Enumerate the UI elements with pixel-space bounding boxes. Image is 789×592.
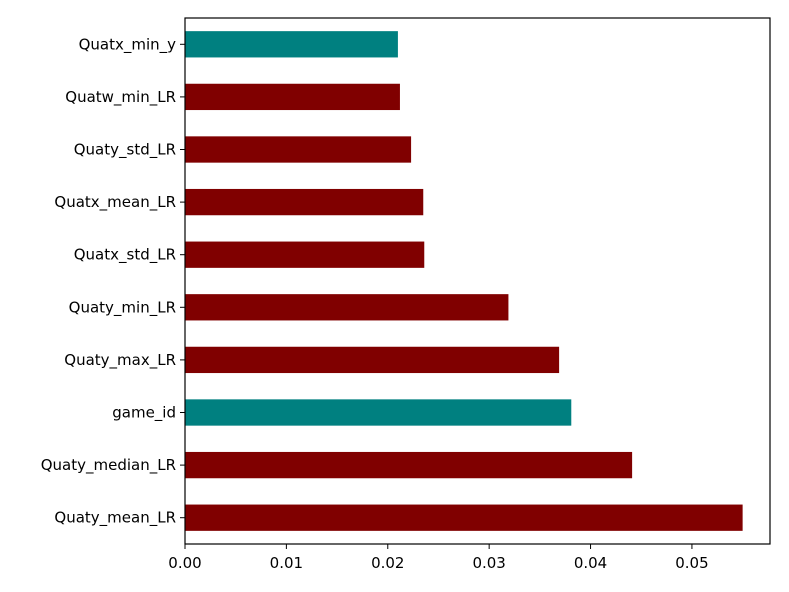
bar-quatx-std-lr — [185, 241, 425, 268]
y-tick-label: Quatx_min_y — [79, 35, 177, 54]
bar-quaty-min-lr — [185, 294, 509, 321]
y-tick-label: Quatw_min_LR — [65, 88, 176, 107]
x-axis: 0.00 0.01 0.02 0.03 0.04 0.05 — [168, 544, 709, 572]
bar-quaty-std-lr — [185, 136, 412, 163]
y-tick-label: Quaty_min_LR — [69, 298, 176, 317]
y-axis: Quaty_mean_LR Quaty_median_LR game_id Quaty… — [41, 35, 185, 528]
x-tick-label: 0.00 — [168, 554, 201, 572]
x-tick-label: 0.05 — [675, 554, 708, 572]
y-tick-label: game_id — [112, 404, 176, 423]
y-tick-label: Quaty_max_LR — [64, 351, 176, 370]
x-tick-label: 0.03 — [472, 554, 505, 572]
bar-quaty-max-lr — [185, 346, 560, 374]
bar-group — [185, 31, 743, 531]
bar-quatx-min-y — [185, 31, 398, 58]
y-tick-label: Quatx_std_LR — [74, 246, 176, 265]
bar-quaty-mean-lr — [185, 504, 743, 531]
bar-game-id — [185, 399, 572, 426]
y-tick-label: Quaty_median_LR — [41, 456, 176, 475]
x-tick-label: 0.02 — [371, 554, 404, 572]
bar-quatw-min-lr — [185, 83, 400, 111]
plot-frame — [184, 17, 771, 545]
x-tick-label: 0.01 — [270, 554, 303, 572]
y-tick-label: Quaty_std_LR — [74, 141, 176, 160]
bar-quaty-median-lr — [185, 451, 633, 479]
x-tick-label: 0.04 — [574, 554, 607, 572]
y-tick-label: Quaty_mean_LR — [54, 509, 176, 528]
bar-quatx-mean-lr — [185, 188, 424, 216]
y-tick-label: Quatx_mean_LR — [54, 193, 176, 212]
